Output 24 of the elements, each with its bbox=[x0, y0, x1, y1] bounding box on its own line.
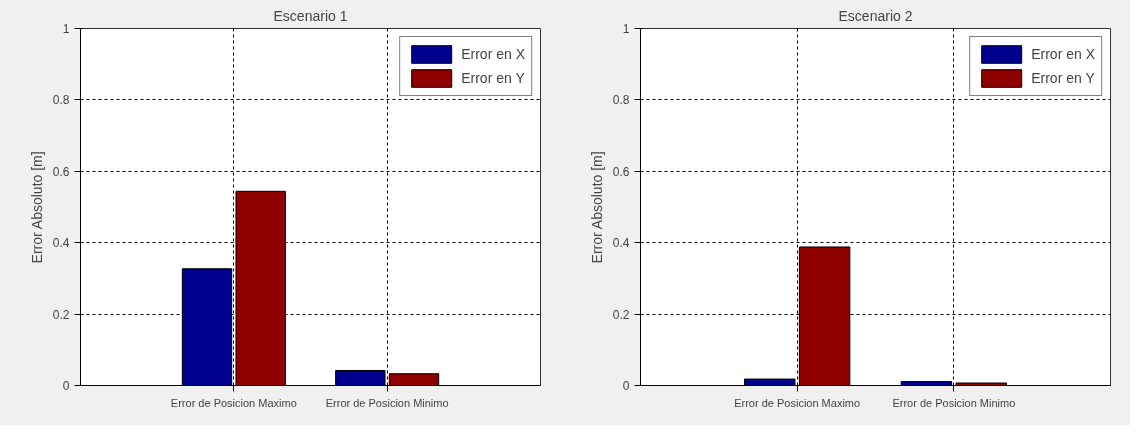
y-tick-label: 0.6 bbox=[612, 164, 630, 179]
chart-title: Escenario 2 bbox=[838, 7, 913, 24]
legend-label: Error en Y bbox=[461, 70, 525, 86]
x-tick-label: Error de Posicion Maximo bbox=[170, 396, 297, 409]
x-tick-label: Error de Posicion Maximo bbox=[734, 396, 861, 409]
y-tick-label: 0.8 bbox=[52, 93, 70, 108]
y-tick-label: 0.2 bbox=[52, 307, 70, 322]
legend-label: Error en X bbox=[461, 46, 525, 62]
y-tick-label: 0.2 bbox=[612, 307, 630, 322]
y-tick-label: 0 bbox=[62, 379, 70, 393]
y-axis-title: Error Absoluto [m] bbox=[28, 151, 45, 264]
legend-label: Error en Y bbox=[1031, 70, 1095, 86]
y-tick-label: 0.4 bbox=[612, 236, 630, 251]
x-tick-label: Error de Posicion Minimo bbox=[892, 396, 1016, 409]
y-tick-label: 0.6 bbox=[52, 164, 70, 179]
legend-label: Error en X bbox=[1031, 46, 1095, 62]
y-tick-label: 1 bbox=[622, 22, 630, 36]
x-tick-label: Error de Posicion Minimo bbox=[325, 396, 449, 409]
chart-title: Escenario 1 bbox=[273, 7, 348, 24]
y-tick-label: 0 bbox=[622, 379, 630, 393]
y-tick-label: 0.4 bbox=[52, 236, 70, 251]
y-tick-label: 1 bbox=[62, 22, 70, 36]
y-axis-title: Error Absoluto [m] bbox=[588, 151, 605, 264]
y-tick-label: 0.8 bbox=[612, 93, 630, 108]
